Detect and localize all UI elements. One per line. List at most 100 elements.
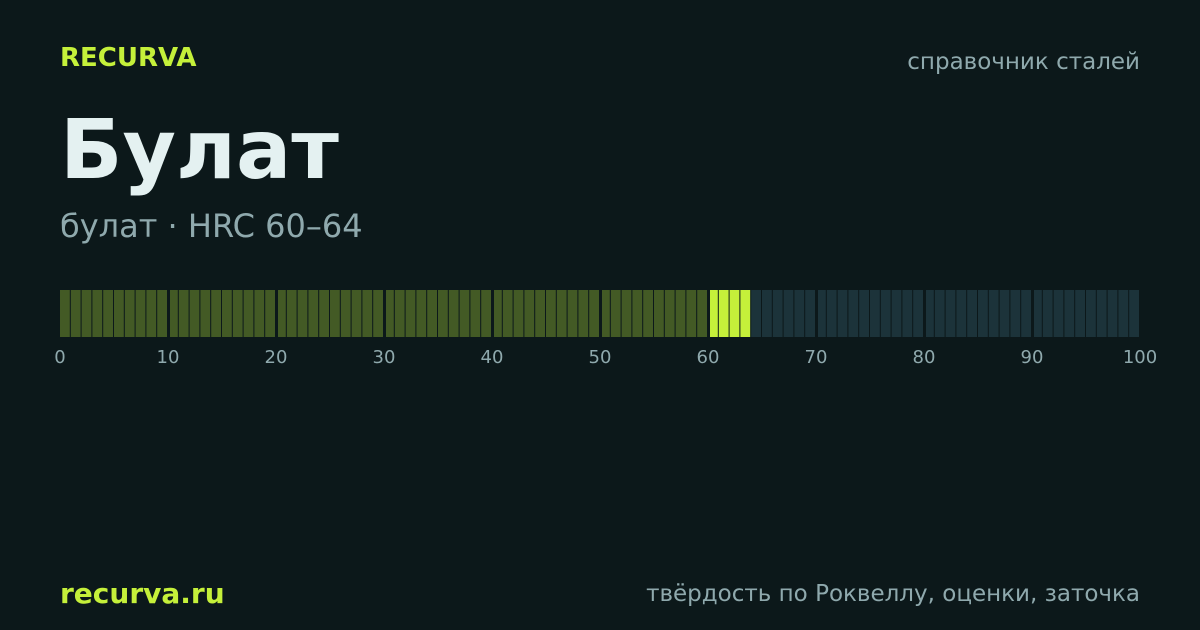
scale-cell bbox=[70, 290, 81, 337]
scale-cell bbox=[999, 290, 1010, 337]
scale-cell bbox=[200, 290, 211, 337]
scale-cell bbox=[124, 290, 135, 337]
title: Булат bbox=[60, 103, 339, 198]
scale-cell bbox=[988, 290, 999, 337]
scale-cell bbox=[1021, 290, 1031, 337]
scale-cell bbox=[427, 290, 437, 337]
scale-cell bbox=[546, 290, 556, 337]
tick-label: 0 bbox=[54, 347, 65, 368]
scale-cell bbox=[913, 290, 923, 337]
scale-cell bbox=[697, 290, 707, 337]
scale-cell bbox=[265, 290, 275, 337]
tick-label: 40 bbox=[481, 347, 504, 368]
scale-cell bbox=[729, 290, 740, 337]
scale-cell bbox=[222, 290, 232, 337]
scale-cell bbox=[621, 290, 632, 337]
scale-cell bbox=[1107, 290, 1118, 337]
scale-cell bbox=[308, 290, 319, 337]
scale-cell bbox=[448, 290, 459, 337]
scale-cell bbox=[81, 290, 92, 337]
scale-cell bbox=[1096, 290, 1107, 337]
scale-cell bbox=[1129, 290, 1139, 337]
scale-cell bbox=[751, 290, 761, 337]
scale-cell bbox=[967, 290, 977, 337]
scale-cell bbox=[157, 290, 167, 337]
scale-cell bbox=[459, 290, 470, 337]
scale-cell bbox=[848, 290, 859, 337]
tick-label: 10 bbox=[157, 347, 180, 368]
scale-cell bbox=[718, 290, 729, 337]
scale-cell bbox=[1086, 290, 1096, 337]
scale-cell bbox=[794, 290, 805, 337]
scale-cell bbox=[956, 290, 967, 337]
scale-cell bbox=[254, 290, 265, 337]
scale-cell bbox=[494, 290, 502, 337]
scale-cell bbox=[870, 290, 880, 337]
scale-cell bbox=[386, 290, 394, 337]
scale-cell bbox=[535, 290, 545, 337]
scale-cell bbox=[837, 290, 848, 337]
scale-cell bbox=[416, 290, 427, 337]
scale-cell bbox=[394, 290, 405, 337]
scale-cell bbox=[405, 290, 416, 337]
scale-cell bbox=[945, 290, 956, 337]
scale-cell bbox=[1042, 290, 1053, 337]
scale-cell bbox=[902, 290, 913, 337]
scale-cell bbox=[438, 290, 448, 337]
scale-cell bbox=[286, 290, 297, 337]
tick-label: 70 bbox=[805, 347, 828, 368]
scale-cell bbox=[170, 290, 178, 337]
tick-label: 50 bbox=[589, 347, 612, 368]
scale-cell bbox=[1034, 290, 1042, 337]
scale-cell bbox=[772, 290, 783, 337]
scale-cell bbox=[92, 290, 103, 337]
scale-cell bbox=[513, 290, 524, 337]
tick-label: 60 bbox=[697, 347, 720, 368]
scale-cell bbox=[783, 290, 794, 337]
scale-cell bbox=[211, 290, 221, 337]
subtitle: булат · HRC 60–64 bbox=[60, 207, 363, 245]
scale-cell bbox=[589, 290, 599, 337]
section: справочник сталей bbox=[907, 49, 1140, 75]
scale-cell bbox=[826, 290, 837, 337]
scale-cell bbox=[278, 290, 286, 337]
scale-cell bbox=[891, 290, 902, 337]
scale-cell bbox=[243, 290, 254, 337]
site: recurva.ru bbox=[60, 577, 225, 610]
scale-cell bbox=[675, 290, 686, 337]
scale-cell bbox=[351, 290, 362, 337]
scale-cell bbox=[818, 290, 826, 337]
scale-cell bbox=[805, 290, 815, 337]
scale-cell bbox=[114, 290, 124, 337]
topics: твёрдость по Роквеллу, оценки, заточка bbox=[646, 581, 1140, 607]
scale-cell bbox=[1064, 290, 1075, 337]
scale-cell bbox=[178, 290, 189, 337]
scale-cell bbox=[319, 290, 329, 337]
scale-cell bbox=[362, 290, 373, 337]
scale-cell bbox=[373, 290, 383, 337]
scale-cell bbox=[330, 290, 340, 337]
scale-cell bbox=[232, 290, 243, 337]
tick-label: 90 bbox=[1021, 347, 1044, 368]
scale-cell bbox=[926, 290, 934, 337]
scale-cell bbox=[578, 290, 589, 337]
scale-cell bbox=[567, 290, 578, 337]
scale-cell bbox=[297, 290, 308, 337]
scale-cell bbox=[189, 290, 200, 337]
scale-cell bbox=[135, 290, 146, 337]
scale-cell bbox=[710, 290, 718, 337]
scale-cell bbox=[502, 290, 513, 337]
scale-cell bbox=[103, 290, 113, 337]
scale-cell bbox=[643, 290, 653, 337]
tick-label: 80 bbox=[913, 347, 936, 368]
scale-cell bbox=[1118, 290, 1129, 337]
scale-cell bbox=[880, 290, 891, 337]
scale-cell bbox=[664, 290, 675, 337]
tick-label: 100 bbox=[1123, 347, 1157, 368]
scale-cell bbox=[470, 290, 481, 337]
scale-cell bbox=[556, 290, 567, 337]
tick-label: 30 bbox=[373, 347, 396, 368]
scale-cell bbox=[1010, 290, 1021, 337]
